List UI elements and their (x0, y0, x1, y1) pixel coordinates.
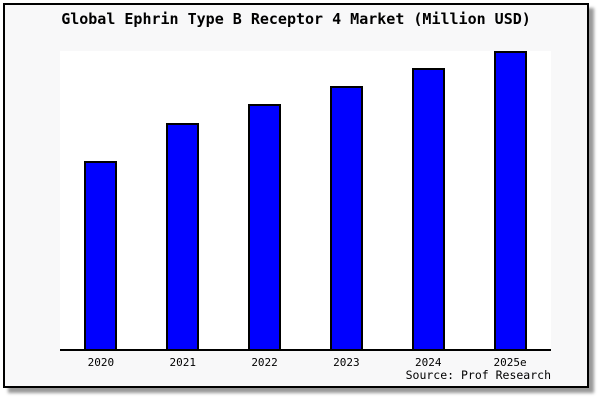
bar-2023 (329, 86, 363, 349)
bar-2024 (411, 68, 445, 349)
plot-area (60, 51, 551, 351)
x-tick-label-2023: 2023 (333, 356, 360, 369)
bar-slot-2021 (142, 51, 224, 349)
x-tick-label-2020: 2020 (87, 356, 115, 369)
bar-slot-2025e (469, 51, 551, 349)
bar-slot-2023 (305, 51, 387, 349)
source-credit: Source: Prof Research (405, 368, 551, 382)
x-tick-label-2021: 2021 (169, 356, 196, 369)
bar-slot-2020 (60, 51, 142, 349)
bar-2022 (248, 104, 282, 349)
bar-slot-2022 (224, 51, 306, 349)
bar-slot-2024 (387, 51, 469, 349)
x-tick-label-2022: 2022 (251, 356, 278, 369)
bars-container (60, 51, 551, 349)
chart-title: Global Ephrin Type B Receptor 4 Market (… (61, 10, 531, 28)
bar-2020 (84, 160, 118, 349)
bar-2021 (166, 123, 200, 349)
x-tick-label-2024: 2024 (414, 356, 442, 369)
x-axis-tick-labels: 2020 2021 2022 2023 2024 2025e (60, 356, 551, 369)
bar-2025e (493, 51, 527, 349)
chart-frame: Global Ephrin Type B Receptor 4 Market (… (3, 3, 589, 388)
x-tick-label-2025e: 2025e (493, 356, 527, 369)
